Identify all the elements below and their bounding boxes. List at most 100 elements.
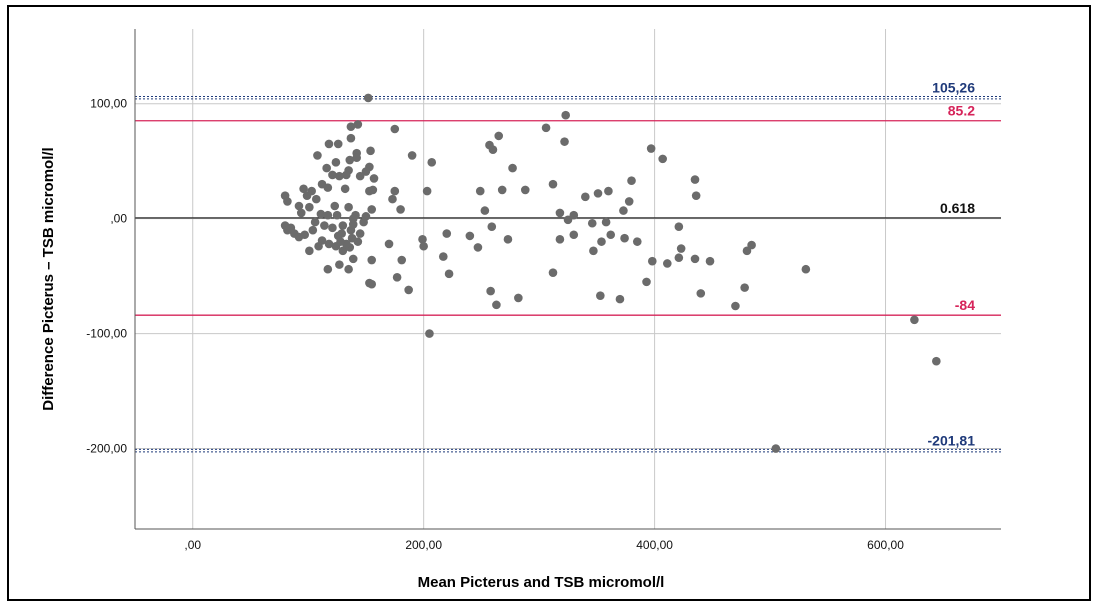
data-point	[323, 183, 333, 192]
data-point	[335, 171, 344, 181]
data-point	[620, 233, 629, 243]
data-point	[367, 255, 377, 265]
reference-lines: 105,26 85.2 0.618 -84 -201,81	[135, 80, 1001, 453]
chart-frame: 105,26 85.2 0.618 -84 -201,81 ,00 200,00 400,0…	[7, 5, 1091, 601]
x-tick-label: 200,00	[405, 538, 442, 552]
data-point	[632, 237, 642, 246]
data-point	[427, 158, 437, 167]
data-point	[548, 179, 558, 189]
data-point	[642, 277, 651, 287]
data-point	[344, 202, 353, 212]
data-point	[355, 171, 365, 181]
data-point	[348, 214, 358, 223]
data-point	[311, 194, 321, 204]
data-point	[310, 217, 320, 227]
data-point	[323, 264, 333, 274]
data-point	[388, 194, 397, 204]
data-point	[691, 191, 701, 200]
data-point	[438, 252, 448, 261]
data-point	[313, 151, 322, 160]
data-point	[314, 241, 323, 251]
data-point	[346, 122, 356, 132]
x-tick-label: 600,00	[867, 538, 904, 552]
data-point	[422, 186, 432, 196]
bland-altman-plot: 105,26 85.2 0.618 -84 -201,81 ,00 200,00 400,0…	[40, 29, 1001, 591]
data-point	[359, 217, 368, 227]
data-point	[330, 201, 340, 211]
data-point	[548, 268, 558, 277]
data-point	[367, 205, 377, 214]
data-point	[419, 241, 428, 251]
data-point	[581, 192, 590, 202]
y-tick-label: ,00	[110, 212, 127, 226]
data-point	[335, 260, 344, 269]
data-point	[696, 289, 706, 298]
data-point	[624, 197, 634, 206]
data-point	[690, 175, 700, 184]
lower-loa-label: -84	[955, 297, 975, 313]
data-point	[910, 315, 919, 325]
data-point	[352, 153, 361, 163]
x-tick-label: 400,00	[636, 538, 673, 552]
data-point	[336, 237, 345, 246]
data-point	[331, 158, 341, 167]
data-point	[555, 208, 565, 218]
data-point	[396, 205, 405, 214]
data-point	[345, 155, 355, 165]
data-point	[333, 139, 343, 149]
data-point	[348, 254, 358, 264]
data-point	[444, 269, 454, 279]
data-point	[320, 221, 329, 230]
data-point	[353, 237, 363, 246]
data-point	[597, 237, 606, 246]
data-point	[503, 235, 513, 244]
data-point	[316, 209, 326, 219]
data-point	[569, 230, 579, 240]
data-point	[305, 202, 314, 212]
data-point	[294, 201, 304, 211]
data-point	[324, 239, 334, 249]
data-point	[355, 229, 365, 238]
data-point	[486, 286, 495, 296]
data-point	[308, 225, 318, 235]
data-point	[492, 300, 501, 310]
upper-dotted-label: 105,26	[932, 80, 975, 96]
y-tick-label: -200,00	[86, 442, 127, 456]
upper-loa-label: 85.2	[948, 103, 975, 119]
data-point	[619, 206, 628, 215]
data-point	[367, 279, 377, 289]
y-tick-label: -100,00	[86, 327, 127, 341]
axes	[134, 29, 1001, 530]
data-point	[302, 191, 312, 200]
data-point	[494, 131, 504, 141]
data-point	[342, 170, 351, 180]
data-point	[368, 185, 378, 195]
data-point	[674, 222, 684, 232]
data-point	[604, 186, 613, 196]
x-tick-labels: ,00 200,00 400,00 600,00	[184, 538, 904, 552]
data-point	[392, 272, 402, 282]
data-point	[606, 230, 616, 240]
data-point	[332, 210, 342, 220]
lower-dotted-label: -201,81	[928, 433, 976, 449]
data-point	[569, 210, 579, 220]
data-point	[328, 223, 337, 233]
x-tick-label: ,00	[184, 538, 201, 552]
data-point	[747, 240, 756, 250]
data-point	[390, 124, 400, 134]
data-point	[369, 174, 379, 183]
data-point	[561, 110, 570, 120]
y-tick-labels: 100,00 ,00 -100,00 -200,00	[86, 97, 127, 456]
data-point	[740, 283, 749, 292]
data-point	[690, 254, 700, 264]
data-point	[508, 163, 517, 173]
data-point	[932, 356, 941, 366]
data-point	[475, 186, 485, 196]
data-point	[627, 176, 636, 186]
data-point	[324, 139, 334, 149]
data-point	[647, 256, 657, 266]
data-point	[563, 215, 573, 225]
data-point	[397, 255, 407, 265]
data-point	[418, 235, 427, 244]
data-point	[346, 133, 356, 143]
